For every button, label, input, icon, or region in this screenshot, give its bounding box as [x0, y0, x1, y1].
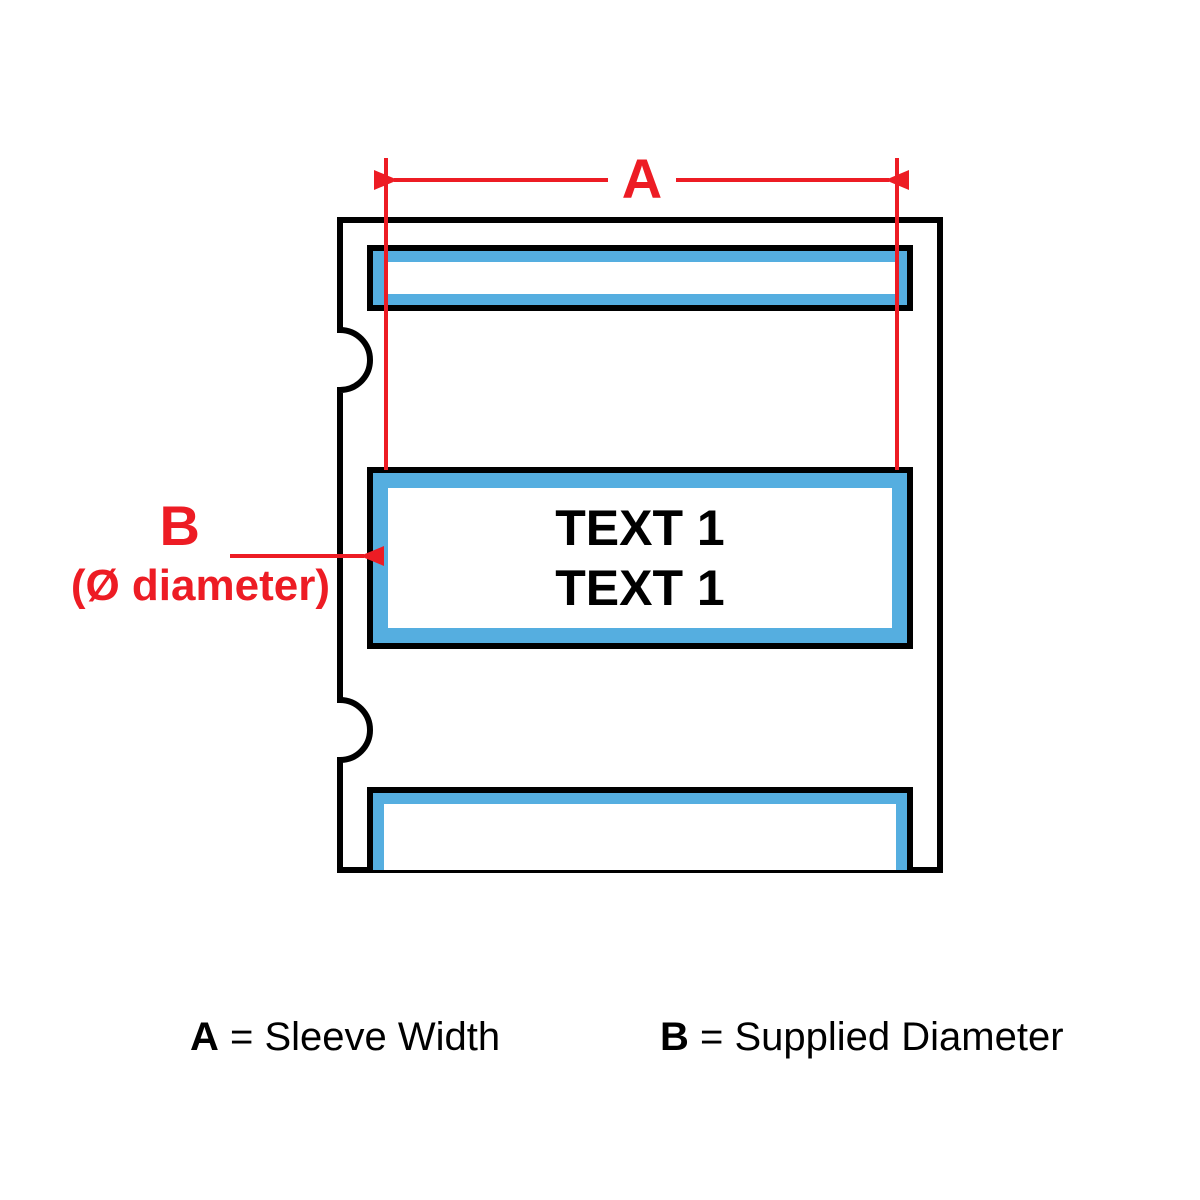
sample-text-line: TEXT 1 [555, 500, 724, 556]
sample-text-line: TEXT 1 [555, 560, 724, 616]
legend-a: A = Sleeve Width [190, 1015, 500, 1059]
dim-b-label: B [160, 494, 200, 557]
label-slot-1 [370, 470, 910, 646]
label-slot-2 [370, 790, 910, 870]
legend-b: B = Supplied Diameter [660, 1015, 1064, 1059]
dim-b-sublabel: (Ø diameter) [71, 561, 330, 610]
dim-a-label: A [622, 147, 662, 210]
label-slot-0 [370, 248, 910, 308]
